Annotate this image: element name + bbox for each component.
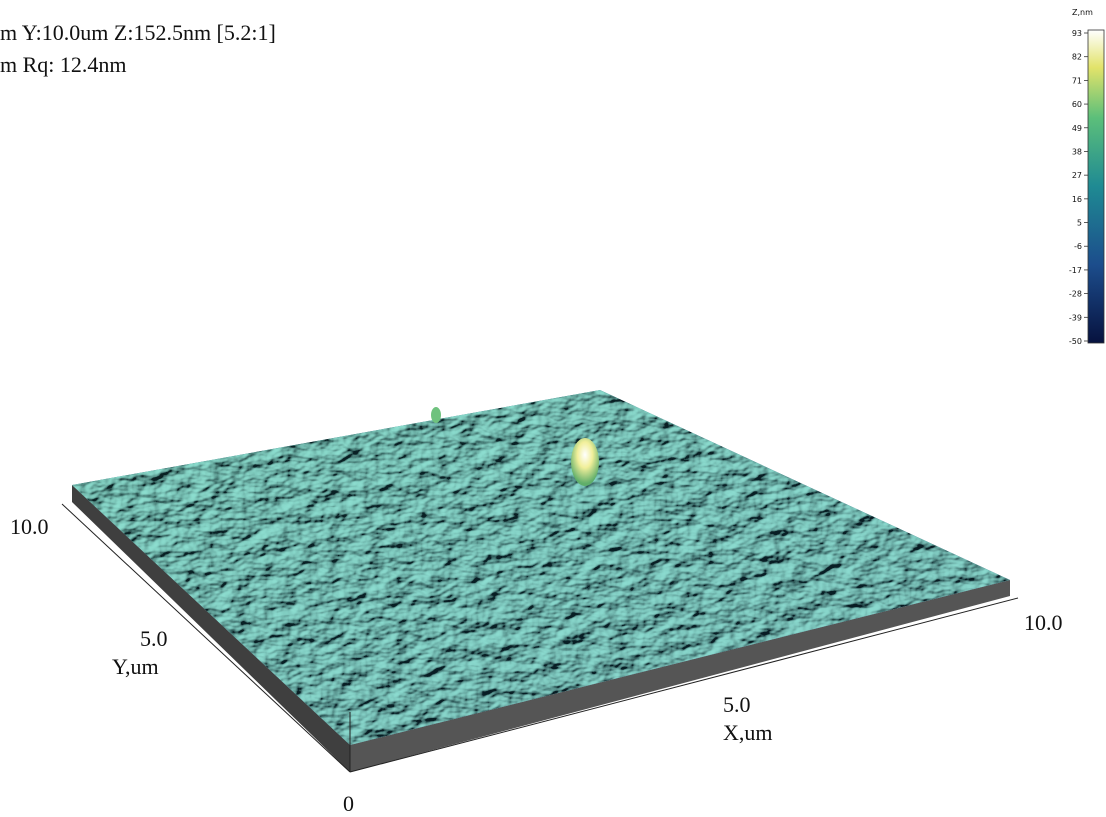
colorbar-tick-label: 82	[1072, 53, 1082, 62]
colorbar	[1088, 30, 1104, 343]
colorbar-tick-label: -6	[1074, 242, 1082, 251]
colorbar-tick-label: 38	[1072, 147, 1082, 156]
y-mid-label: 5.0	[140, 626, 168, 651]
colorbar-tick-label: 71	[1072, 76, 1082, 85]
colorbar-tick-label: -17	[1069, 266, 1082, 275]
colorbar-tick-label: -50	[1069, 337, 1082, 346]
y-end-label: 10.0	[10, 514, 49, 539]
origin-label: 0	[343, 791, 354, 816]
peak	[571, 438, 599, 486]
colorbar-ticks: 93 82 71 60 49 38 27 16 5 -6 -17 -28 -39 -50	[1069, 29, 1088, 346]
x-end-label: 10.0	[1024, 610, 1063, 635]
surface-texture	[72, 390, 1010, 745]
afm-view: m Y:10.0um Z:152.5nm [5.2:1] m Rq: 12.4n…	[0, 0, 1106, 817]
y-axis-title: Y,um	[112, 654, 159, 679]
colorbar-tick-label: -28	[1069, 290, 1082, 299]
header-line: m Y:10.0um Z:152.5nm [5.2:1]	[0, 20, 276, 45]
colorbar-tick-label: 49	[1072, 124, 1082, 133]
colorbar-title: Z,nm	[1072, 8, 1093, 17]
x-axis-title: X,um	[723, 720, 773, 745]
peak	[431, 407, 441, 423]
header-line: m Rq: 12.4nm	[0, 52, 127, 77]
page: m Y:10.0um Z:152.5nm [5.2:1] m Rq: 12.4n…	[0, 0, 1106, 817]
colorbar-tick-label: 60	[1072, 100, 1082, 109]
colorbar-tick-label: 5	[1077, 219, 1082, 228]
colorbar-tick-label: 93	[1072, 29, 1082, 38]
colorbar-tick-label: -39	[1069, 313, 1082, 322]
colorbar-tick-label: 27	[1072, 171, 1082, 180]
colorbar-tick-label: 16	[1072, 195, 1082, 204]
x-mid-label: 5.0	[723, 692, 751, 717]
